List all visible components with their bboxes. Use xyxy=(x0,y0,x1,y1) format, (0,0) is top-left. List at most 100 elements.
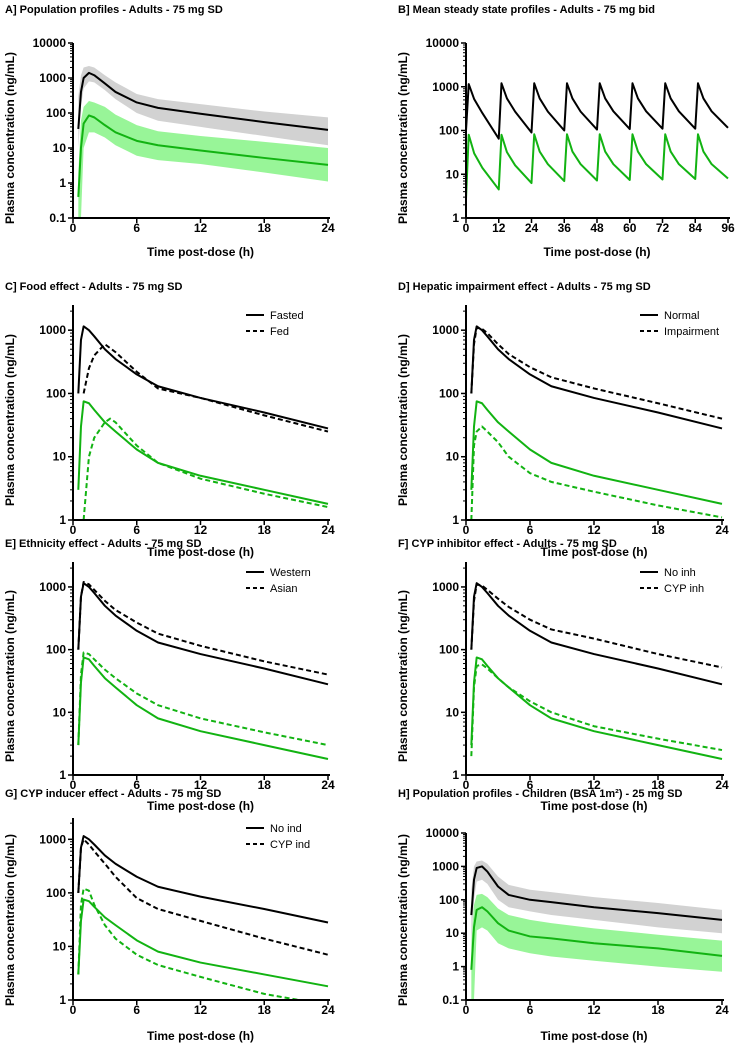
x-tick-label: 6 xyxy=(133,221,140,235)
legend-label: Fed xyxy=(270,326,289,338)
x-axis-label: Time post-dose (h) xyxy=(540,545,647,559)
panel-title: A] Population profiles - Adults - 75 mg … xyxy=(5,4,223,16)
band-black xyxy=(78,66,328,148)
series-line-green-solid xyxy=(77,898,329,988)
legend-label: Fasted xyxy=(270,310,304,322)
panel-G: G] CYP inducer effect - Adults - 75 mg S… xyxy=(3,788,335,1043)
legend-label: No ind xyxy=(270,823,302,835)
y-axis-label: Plasma concentration (ng/mL) xyxy=(3,52,17,224)
y-tick-label: 10 xyxy=(446,450,460,464)
y-tick-label: 1000 xyxy=(39,71,66,85)
x-tick-label: 0 xyxy=(70,523,77,537)
x-tick-label: 18 xyxy=(651,778,665,792)
x-tick-label: 0 xyxy=(70,1003,77,1017)
y-tick-label: 1 xyxy=(59,176,66,190)
series-line-green-solid xyxy=(77,114,329,197)
y-tick-label: 10000 xyxy=(426,36,460,50)
series-line-green-solid xyxy=(77,656,329,760)
x-axis-label: Time post-dose (h) xyxy=(147,245,254,259)
y-tick-label: 100 xyxy=(46,386,66,400)
legend-label: Asian xyxy=(270,583,298,595)
x-axis-label: Time post-dose (h) xyxy=(147,545,254,559)
x-tick-label: 24 xyxy=(321,221,335,235)
y-tick-label: 1 xyxy=(452,513,459,527)
x-tick-label: 36 xyxy=(558,221,572,235)
x-tick-label: 6 xyxy=(527,778,534,792)
x-tick-label: 24 xyxy=(321,778,335,792)
x-tick-label: 48 xyxy=(590,221,604,235)
series-line-black-dashed xyxy=(82,343,329,433)
y-tick-label: 10 xyxy=(53,939,67,953)
series-line-black-solid xyxy=(77,582,329,686)
band-green xyxy=(78,101,328,218)
y-tick-label: 1 xyxy=(59,513,66,527)
y-axis-label: Plasma concentration (ng/mL) xyxy=(396,334,410,506)
y-tick-label: 0.1 xyxy=(442,993,459,1007)
series-line-black-dashed xyxy=(470,583,723,669)
y-tick-label: 1 xyxy=(452,960,459,974)
y-tick-label: 100 xyxy=(46,886,66,900)
x-tick-label: 18 xyxy=(258,221,272,235)
series-line-green-solid xyxy=(470,906,723,970)
series-line-black-solid xyxy=(77,71,329,131)
x-tick-label: 24 xyxy=(321,523,335,537)
series-line-green-dashed xyxy=(470,663,723,757)
legend-label: Impairment xyxy=(664,326,719,338)
series-line-black-dashed xyxy=(77,838,329,956)
panel-H: H] Population profiles - Children (BSA 1… xyxy=(396,788,729,1043)
x-tick-label: 24 xyxy=(525,221,539,235)
panel-title: F] CYP inhibitor effect - Adults - 75 mg… xyxy=(398,538,617,550)
y-tick-label: 1000 xyxy=(39,832,66,846)
x-tick-label: 12 xyxy=(194,221,208,235)
panel-title: E] Ethnicity effect - Adults - 75 mg SD xyxy=(5,538,201,550)
series-line-black-solid xyxy=(470,582,723,686)
panel-A: A] Population profiles - Adults - 75 mg … xyxy=(3,4,335,259)
y-tick-label: 10 xyxy=(446,926,460,940)
y-axis-label: Plasma concentration (ng/mL) xyxy=(396,590,410,762)
series-line-green-dashed xyxy=(82,417,329,521)
legend-label: No inh xyxy=(664,567,696,579)
x-tick-label: 18 xyxy=(258,523,272,537)
x-tick-label: 24 xyxy=(715,778,729,792)
y-tick-label: 1 xyxy=(452,211,459,225)
series-line-green-solid xyxy=(470,400,723,505)
x-axis-label: Time post-dose (h) xyxy=(543,245,650,259)
x-tick-label: 0 xyxy=(463,523,470,537)
x-tick-label: 12 xyxy=(194,1003,208,1017)
x-tick-label: 6 xyxy=(133,778,140,792)
x-tick-label: 12 xyxy=(492,221,506,235)
x-tick-label: 6 xyxy=(527,523,534,537)
y-tick-label: 10 xyxy=(53,141,67,155)
series-line-black-dashed xyxy=(77,580,329,676)
x-tick-label: 12 xyxy=(194,523,208,537)
x-tick-label: 12 xyxy=(194,778,208,792)
y-tick-label: 10 xyxy=(53,450,67,464)
panel-title: C] Food effect - Adults - 75 mg SD xyxy=(5,281,182,293)
y-tick-label: 1 xyxy=(59,768,66,782)
series-line-black-solid xyxy=(77,835,329,924)
panel-C: C] Food effect - Adults - 75 mg SD Time p… xyxy=(3,281,335,559)
legend-label: Western xyxy=(270,567,311,579)
x-tick-label: 18 xyxy=(651,523,665,537)
panel-B: B] Mean steady state profiles - Adults -… xyxy=(396,4,735,259)
x-tick-label: 0 xyxy=(463,221,470,235)
panel-title: G] CYP inducer effect - Adults - 75 mg S… xyxy=(5,788,221,800)
x-axis-label: Time post-dose (h) xyxy=(540,799,647,813)
y-tick-label: 1000 xyxy=(432,580,459,594)
series-line-black-solid xyxy=(470,325,723,430)
y-tick-label: 1000 xyxy=(432,323,459,337)
y-tick-label: 1 xyxy=(452,768,459,782)
series-line-black-dashed xyxy=(470,326,723,420)
x-tick-label: 12 xyxy=(587,1003,601,1017)
series-line-black-solid xyxy=(470,865,723,921)
x-tick-label: 18 xyxy=(258,778,272,792)
x-tick-label: 6 xyxy=(527,1003,534,1017)
x-tick-label: 18 xyxy=(651,1003,665,1017)
y-tick-label: 100 xyxy=(46,643,66,657)
panel-D: D] Hepatic impairment effect - Adults - … xyxy=(396,281,729,559)
series-line-black-solid xyxy=(465,82,729,140)
x-tick-label: 6 xyxy=(133,1003,140,1017)
y-tick-label: 10 xyxy=(446,705,460,719)
